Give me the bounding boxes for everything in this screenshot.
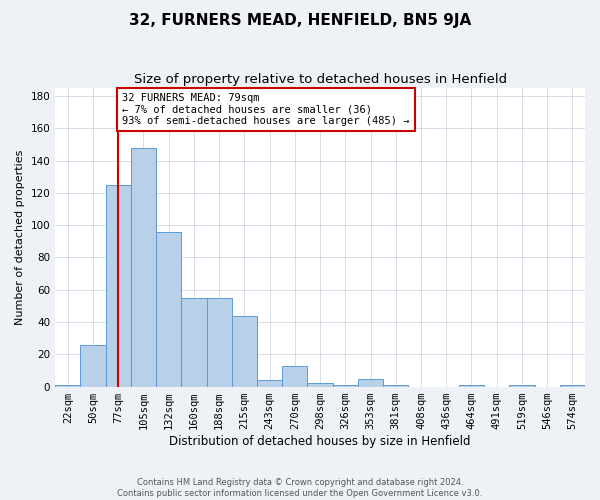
Bar (257, 380, 282, 386)
X-axis label: Distribution of detached houses by size in Henfield: Distribution of detached houses by size … (169, 434, 471, 448)
Bar (181, 298, 206, 386)
Bar (282, 366, 307, 386)
Y-axis label: Number of detached properties: Number of detached properties (15, 150, 25, 325)
Bar (131, 148, 156, 386)
Bar (383, 385, 409, 386)
Text: 32 FURNERS MEAD: 79sqm
← 7% of detached houses are smaller (36)
93% of semi-deta: 32 FURNERS MEAD: 79sqm ← 7% of detached … (122, 93, 410, 126)
Text: Contains HM Land Registry data © Crown copyright and database right 2024.
Contai: Contains HM Land Registry data © Crown c… (118, 478, 482, 498)
Bar (307, 384, 332, 386)
Bar (106, 185, 131, 386)
Title: Size of property relative to detached houses in Henfield: Size of property relative to detached ho… (134, 72, 506, 86)
Bar (358, 378, 383, 386)
Bar (55, 385, 80, 386)
Bar (332, 385, 358, 386)
Bar (232, 316, 257, 386)
Bar (206, 298, 232, 386)
Bar (156, 232, 181, 386)
Bar (560, 385, 585, 386)
Bar (459, 385, 484, 386)
Text: 32, FURNERS MEAD, HENFIELD, BN5 9JA: 32, FURNERS MEAD, HENFIELD, BN5 9JA (129, 12, 471, 28)
Bar (80, 344, 106, 387)
Bar (509, 385, 535, 386)
